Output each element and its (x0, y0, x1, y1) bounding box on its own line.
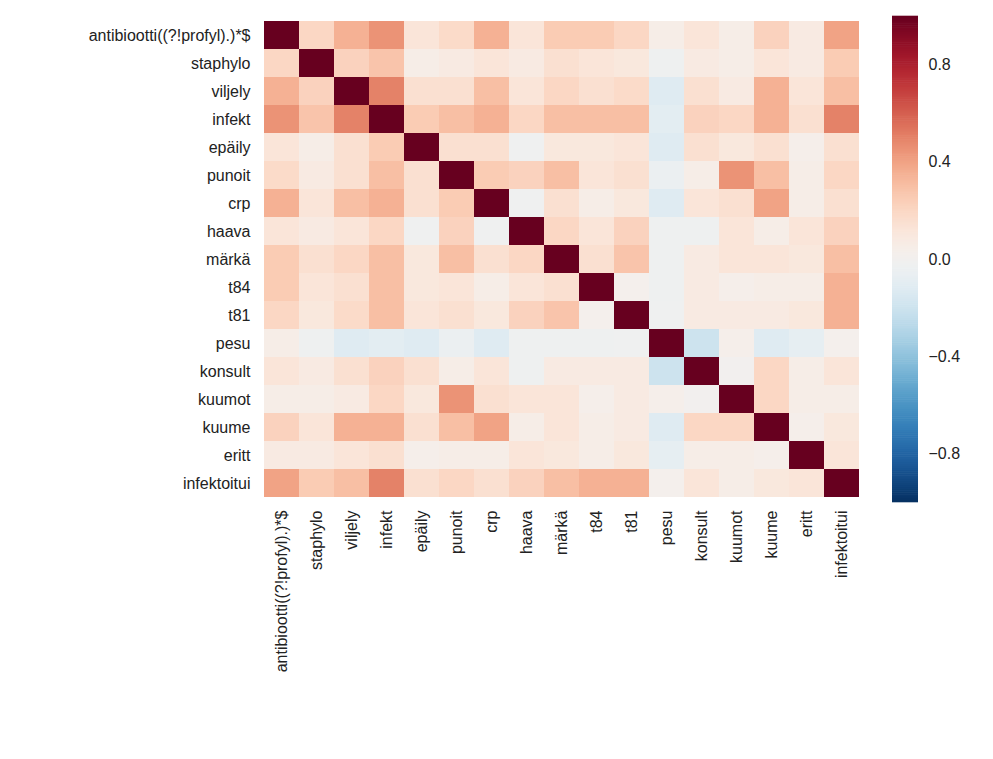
svg-text:−0.4: −0.4 (929, 348, 961, 365)
svg-text:haava: haava (518, 510, 535, 554)
svg-text:0.8: 0.8 (929, 56, 951, 73)
svg-text:antibiootti((?!profyl).)*$: antibiootti((?!profyl).)*$ (89, 27, 251, 44)
svg-text:epäily: epäily (413, 511, 430, 553)
svg-text:eritt: eritt (798, 510, 815, 537)
svg-text:t81: t81 (623, 510, 640, 532)
svg-text:staphylo: staphylo (308, 510, 325, 570)
svg-text:pesu: pesu (216, 335, 251, 352)
svg-text:t84: t84 (228, 279, 250, 296)
svg-text:haava: haava (207, 223, 251, 240)
svg-text:märkä: märkä (553, 510, 570, 555)
svg-text:punoit: punoit (207, 167, 251, 184)
svg-text:crp: crp (483, 510, 500, 532)
svg-text:viljely: viljely (211, 83, 250, 100)
svg-text:−0.8: −0.8 (929, 445, 961, 462)
svg-text:kuume: kuume (763, 510, 780, 558)
svg-text:0.4: 0.4 (929, 153, 951, 170)
svg-text:t81: t81 (228, 307, 250, 324)
svg-text:konsult: konsult (693, 510, 710, 561)
svg-text:0.0: 0.0 (929, 251, 951, 268)
svg-text:infektoitui: infektoitui (183, 475, 251, 492)
svg-text:kuumot: kuumot (198, 391, 251, 408)
svg-text:t84: t84 (588, 510, 605, 532)
svg-text:eritt: eritt (224, 447, 251, 464)
svg-text:staphylo: staphylo (191, 55, 251, 72)
svg-text:punoit: punoit (448, 510, 465, 554)
svg-text:konsult: konsult (200, 363, 251, 380)
svg-text:infektoitui: infektoitui (833, 511, 850, 579)
svg-text:epäily: epäily (209, 139, 251, 156)
svg-text:crp: crp (228, 195, 250, 212)
svg-text:infekt: infekt (378, 510, 395, 549)
svg-text:kuume: kuume (202, 419, 250, 436)
svg-text:pesu: pesu (658, 511, 675, 546)
svg-text:viljely: viljely (343, 511, 360, 550)
svg-text:antibiootti((?!profyl).)*$: antibiootti((?!profyl).)*$ (273, 510, 290, 672)
svg-text:kuumot: kuumot (728, 510, 745, 563)
svg-text:märkä: märkä (206, 251, 251, 268)
svg-text:infekt: infekt (212, 111, 251, 128)
